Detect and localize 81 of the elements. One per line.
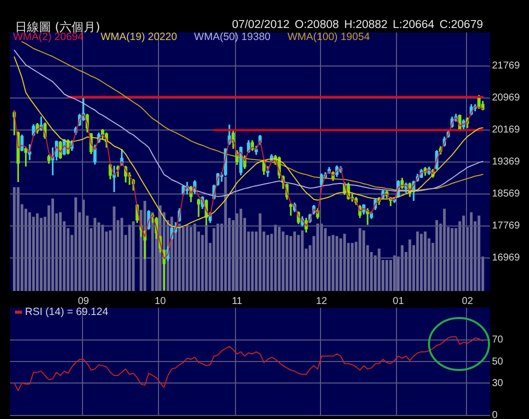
bar [339,238,342,291]
x-tick-label: 12 [316,296,328,307]
x-tick-label: 10 [154,296,166,307]
bar [478,216,480,291]
bar [236,213,238,291]
bar [112,206,116,291]
bar [186,224,188,291]
bar [462,216,465,291]
bar [120,218,124,291]
bar [59,212,62,291]
text: WMA(19) 20220 [100,30,178,43]
text: WMA(100) 19054 [288,30,370,43]
bar [278,226,281,291]
bar [40,218,43,291]
bar [36,213,39,291]
text: WMA(50) 19380 [194,30,271,43]
bar [336,236,338,291]
bar [51,198,54,291]
bar [443,208,446,291]
y-tick-label: 18569 [492,188,520,200]
y-tick-label: 17769 [492,220,520,232]
y-tick-label: 16969 [492,252,520,264]
y-tick-label: 21769 [492,60,520,72]
y-tick-label: 70 [492,334,504,346]
bar [28,212,31,291]
bar [286,234,288,291]
bar [204,224,208,291]
bar [258,213,262,291]
bar [400,245,404,291]
bar [74,197,78,291]
bar [266,234,270,291]
y-tick-label: 0 [492,410,498,419]
bar [420,234,423,291]
bar [435,220,438,291]
y-tick-label: 20169 [492,124,520,136]
bar [385,260,388,291]
legend-label: RSI (14) = 69.124 [25,306,108,318]
bar [316,224,320,291]
bar [424,232,427,291]
bar [297,234,300,291]
bar [12,187,16,291]
bar [132,221,135,291]
bar [408,239,412,291]
bar [178,224,181,291]
bar [274,224,277,291]
bar [389,260,392,291]
bar [224,176,227,291]
x-tick-label: 01 [392,296,404,307]
bar [450,228,454,291]
bar [300,230,304,291]
bar [393,255,396,291]
x-tick-label: 09 [78,296,90,307]
bar [182,226,185,291]
bar [216,224,220,291]
chart-title: 日線圖 (六個月) [15,19,100,34]
bar [193,224,196,291]
bar [190,226,192,291]
bar [332,234,334,291]
bar [470,212,473,291]
x-tick-label: 02 [462,296,474,307]
bar [16,187,20,291]
y-tick-label: 19369 [492,156,520,168]
bar [251,232,254,291]
bar [101,224,104,291]
bar [94,218,96,291]
bar [240,208,242,291]
bar [293,232,296,291]
bar [128,224,131,291]
y-tick-label: 50 [492,356,504,368]
bar [362,230,366,291]
bar [416,232,419,291]
bar [358,228,362,291]
bar [378,248,380,291]
bar [151,212,154,291]
bar [350,242,354,291]
y-tick-label: 20969 [492,92,520,104]
bar [343,234,346,291]
text: 07/02/2012 O:20808 H:20882 L:20664 C:20679 [232,19,483,31]
y-tick-label: 30 [492,378,504,389]
bar [97,222,100,291]
x-tick-label: 11 [232,296,243,307]
